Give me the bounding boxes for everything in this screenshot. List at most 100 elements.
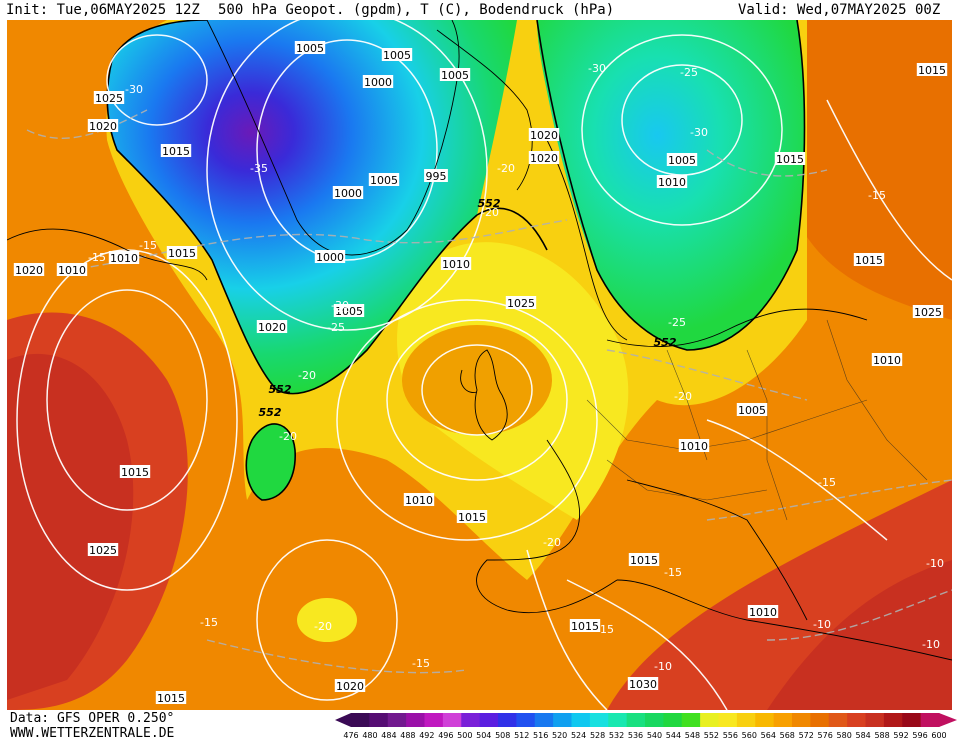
- legend-tick-label: 520: [552, 731, 567, 740]
- geopotential-label: 552: [259, 406, 282, 419]
- valid-time: Valid: Wed,07MAY2025 00Z: [738, 2, 941, 18]
- legend-swatch: [700, 713, 719, 727]
- legend-tick-label: 532: [609, 731, 624, 740]
- isobar-label: 1015: [157, 692, 185, 705]
- legend-tick-label: 508: [495, 731, 510, 740]
- temperature-label: -15: [88, 251, 106, 264]
- isobar-label: 1000: [364, 76, 392, 89]
- temperature-label: -15: [596, 623, 614, 636]
- legend-tick-label: 564: [761, 731, 776, 740]
- legend-arrow-right: [939, 713, 957, 727]
- isobar-label: 1020: [530, 152, 558, 165]
- legend-tick-label: 560: [742, 731, 757, 740]
- legend-tick-label: 600: [931, 731, 946, 740]
- warm-region-northeast: [787, 20, 952, 320]
- temperature-label: -20: [314, 620, 332, 633]
- legend-swatch: [498, 713, 517, 727]
- temperature-label: -20: [674, 390, 692, 403]
- legend-tick-label: 576: [818, 731, 833, 740]
- isobar-label: 1015: [162, 145, 190, 158]
- legend-swatch: [883, 713, 903, 727]
- legend-tick-label: 504: [476, 731, 491, 740]
- legend-tick-label: 568: [780, 731, 795, 740]
- legend-swatch: [902, 713, 922, 727]
- temperature-label: -15: [818, 476, 836, 489]
- legend-swatch: [626, 713, 646, 727]
- geopotential-label: 552: [269, 383, 292, 396]
- legend-tick-label: 540: [647, 731, 662, 740]
- temperature-label: -25: [333, 302, 351, 315]
- warm-region-west-inner: [7, 353, 134, 700]
- temperature-label: -20: [298, 369, 316, 382]
- isobar-label: 1015: [168, 247, 196, 260]
- temperature-label: -30: [331, 299, 349, 312]
- isobar-label: 1005: [441, 69, 469, 82]
- legend-swatch: [369, 713, 389, 727]
- isobar-label: 1020: [15, 264, 43, 277]
- legend-tick-label: 544: [666, 731, 681, 740]
- temperature-label: -15: [139, 239, 157, 252]
- geopotential-contour-552-bridge: [476, 207, 548, 251]
- legend-tick-label: 500: [457, 731, 472, 740]
- legend-tick-label: 556: [723, 731, 738, 740]
- warm-core-atlantic: [297, 598, 357, 642]
- legend-swatch: [847, 713, 866, 727]
- temperature-label: -15: [868, 189, 886, 202]
- legend-swatch: [442, 713, 462, 727]
- isobar-label: 1005: [370, 174, 398, 187]
- legend-swatch: [792, 713, 811, 727]
- legend-swatch: [773, 713, 793, 727]
- temperature-label: -10: [813, 618, 831, 631]
- isobar-label: 1010: [680, 440, 708, 453]
- legend-swatch: [424, 713, 444, 727]
- legend-swatch: [755, 713, 775, 727]
- temperature-label: -10: [654, 660, 672, 673]
- temperature-label: -20: [543, 536, 561, 549]
- legend-swatch: [828, 713, 848, 727]
- isotherms: [26, 109, 952, 674]
- temperature-label: -25: [668, 316, 686, 329]
- isobar-label: 1005: [383, 49, 411, 62]
- legend-swatch: [461, 713, 481, 727]
- temperature-labels: -30-35-25-30-25-30-20-15-15-30-25-20-20-…: [88, 62, 944, 673]
- isobar-label: 1030: [629, 678, 657, 691]
- isobar-label: 1010: [873, 354, 901, 367]
- legend-swatch: [608, 713, 628, 727]
- temperature-label: -35: [250, 162, 268, 175]
- temperature-label: -20: [481, 206, 499, 219]
- geopotential-contour-552-cutoff: [245, 423, 296, 501]
- legend-tick-label: 528: [590, 731, 605, 740]
- legend-swatch: [351, 713, 370, 727]
- temperature-label: -15: [664, 566, 682, 579]
- isobar-label: 1020: [336, 680, 364, 693]
- legend-tick-label: 548: [685, 731, 700, 740]
- isobar-label: 1015: [121, 466, 149, 479]
- coastlines: [7, 20, 952, 661]
- isobar-label: 1010: [405, 494, 433, 507]
- temperature-label: -20: [497, 162, 515, 175]
- isobars: [16, 20, 952, 710]
- temperature-label: -20: [279, 430, 297, 443]
- weather-map: 1005 1005 1000 1005 1000 1025 1020 1015 1020 1020…: [7, 20, 952, 710]
- legend-swatch: [589, 713, 609, 727]
- isobar-label: 1015: [630, 554, 658, 567]
- legend-swatch: [571, 713, 591, 727]
- isobar-label: 1015: [855, 254, 883, 267]
- legend-tick-label: 536: [628, 731, 643, 740]
- geopotential-label: 552: [654, 336, 677, 349]
- legend-swatch: [406, 713, 425, 727]
- low-region-cutoff: [246, 423, 296, 500]
- header-bar: Init: Tue,06MAY2025 12Z 500 hPa Geopot. …: [0, 0, 959, 20]
- isobar-label: 1010: [658, 176, 686, 189]
- color-legend: 476 480 484 488 492 496 500 504 508 512 516 520 524 5…: [335, 713, 957, 740]
- isobar-label: 1005: [296, 42, 324, 55]
- legend-swatch: [920, 713, 940, 727]
- legend-swatch: [736, 713, 756, 727]
- legend-tick-label: 516: [533, 731, 548, 740]
- low-region-north: [107, 20, 517, 394]
- borders: [586, 319, 928, 521]
- temperature-label: -10: [926, 557, 944, 570]
- legend-swatch: [479, 713, 499, 727]
- temperature-label: -30: [690, 126, 708, 139]
- isobar-label: 1025: [914, 306, 942, 319]
